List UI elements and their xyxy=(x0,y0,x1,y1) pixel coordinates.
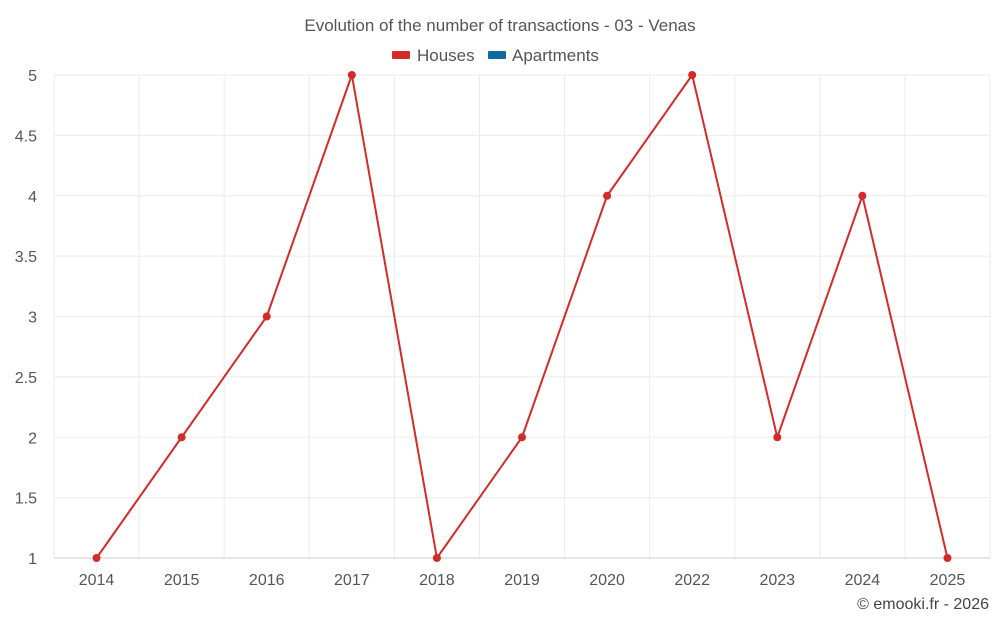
legend-swatch-apartments xyxy=(488,51,506,59)
x-tick-label: 2016 xyxy=(249,572,285,589)
y-tick-label: 3.5 xyxy=(15,249,37,266)
x-axis-ticks: 2014 2015 2016 2017 2018 2019 2020 2022 2023 2024… xyxy=(79,572,966,589)
credit-text: © emooki.fr - 2026 xyxy=(857,596,989,613)
y-tick-label: 2.5 xyxy=(15,370,37,387)
chart-title: Evolution of the number of transactions … xyxy=(304,16,695,35)
x-tick-label: 2017 xyxy=(334,572,370,589)
data-point-houses[interactable] xyxy=(262,312,271,321)
y-axis-ticks: 1 1.5 2 2.5 3 3.5 4 4.5 5 xyxy=(15,68,37,568)
data-point-houses[interactable] xyxy=(432,554,441,562)
y-tick-label: 4.5 xyxy=(15,128,37,145)
legend-label-apartments: Apartments xyxy=(512,46,599,65)
data-point-houses[interactable] xyxy=(858,191,867,200)
data-point-houses[interactable] xyxy=(943,554,952,562)
x-tick-label: 2025 xyxy=(930,572,966,589)
y-tick-label: 2 xyxy=(28,430,37,447)
x-tick-label: 2014 xyxy=(79,572,115,589)
data-point-houses[interactable] xyxy=(177,433,186,442)
legend-label-houses: Houses xyxy=(417,46,475,65)
x-tick-label: 2022 xyxy=(674,572,710,589)
y-tick-label: 1.5 xyxy=(15,491,37,508)
data-point-houses[interactable] xyxy=(518,433,526,442)
x-tick-label: 2023 xyxy=(759,572,795,589)
y-tick-label: 3 xyxy=(28,310,37,327)
data-point-houses[interactable] xyxy=(688,71,697,79)
x-tick-label: 2024 xyxy=(845,572,881,589)
legend-swatch-houses xyxy=(392,51,410,59)
x-tick-label: 2018 xyxy=(419,572,455,589)
series-houses xyxy=(92,71,952,562)
legend: Houses Apartments xyxy=(392,46,599,65)
y-tick-label: 4 xyxy=(28,189,37,206)
legend-item-houses[interactable]: Houses xyxy=(392,46,475,65)
data-point-houses[interactable] xyxy=(603,191,612,200)
y-tick-label: 5 xyxy=(28,68,37,85)
data-point-houses[interactable] xyxy=(773,433,782,442)
x-tick-label: 2020 xyxy=(589,572,625,589)
legend-item-apartments[interactable]: Apartments xyxy=(488,46,599,65)
y-tick-label: 1 xyxy=(28,551,37,568)
x-tick-label: 2015 xyxy=(164,572,200,589)
x-tick-label: 2019 xyxy=(504,572,540,589)
data-point-houses[interactable] xyxy=(92,554,101,562)
data-point-houses[interactable] xyxy=(347,71,356,79)
y-grid xyxy=(54,74,990,499)
